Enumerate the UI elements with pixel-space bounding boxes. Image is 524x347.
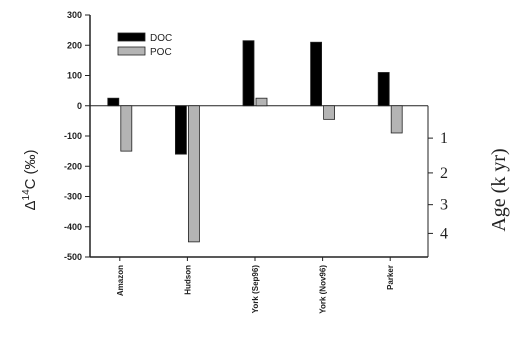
right-tick-label: 1 xyxy=(440,130,448,147)
ylabel-unit: (‰) xyxy=(22,150,39,175)
x-tick-label: Parker xyxy=(386,265,395,290)
y-tick-label: 300 xyxy=(67,10,82,20)
x-tick-label: York (Nov96) xyxy=(319,265,328,314)
y-tick-label: 100 xyxy=(67,71,82,81)
bar-doc xyxy=(310,41,323,107)
ylabel-elem: C xyxy=(22,178,39,189)
right-tick-label: 3 xyxy=(440,197,448,214)
y-tick-label: -200 xyxy=(64,161,82,171)
y-tick-label: -100 xyxy=(64,131,82,141)
bar-poc xyxy=(187,105,200,243)
legend-swatch-doc xyxy=(117,32,146,42)
y-tick-label: -300 xyxy=(64,192,82,202)
x-tick-label: Hudson xyxy=(183,265,192,295)
ylabel-delta: Δ xyxy=(22,200,39,210)
x-tick-label: Amazon xyxy=(116,265,125,296)
legend-swatch-poc xyxy=(117,46,146,56)
bar-poc xyxy=(323,105,336,120)
legend-label-doc: DOC xyxy=(150,33,172,44)
bars xyxy=(107,40,403,243)
bar-doc xyxy=(242,40,255,107)
y-tick-label: 0 xyxy=(77,101,82,111)
right-axis-label: Age (k yr) xyxy=(488,148,510,231)
bar-poc xyxy=(390,105,403,134)
y-axis-label: Δ14C (‰) xyxy=(21,150,39,211)
bar-doc xyxy=(377,72,390,107)
y-tick-label: -500 xyxy=(64,252,82,262)
right-tick-label: 2 xyxy=(440,165,448,182)
ylabel-iso: 14 xyxy=(21,189,32,201)
y-tick-label: -400 xyxy=(64,222,82,232)
category-labels: Amazon Hudson York (Sep96) York (Nov96) Park… xyxy=(116,257,395,314)
bar-doc xyxy=(107,97,120,107)
bar-doc xyxy=(174,105,187,155)
legend-label-poc: POC xyxy=(150,47,172,58)
x-tick-label: York (Sep96) xyxy=(251,265,260,314)
left-axis: -500 -400 -300 -200 -100 0 100 200 300 xyxy=(64,10,90,262)
right-tick-label: 4 xyxy=(440,225,448,242)
right-axis: 1 2 3 4 xyxy=(428,130,448,242)
legend: DOC POC xyxy=(117,32,172,58)
bar-poc xyxy=(255,97,268,107)
y-tick-label: 200 xyxy=(67,40,82,50)
bar-poc xyxy=(120,105,133,152)
